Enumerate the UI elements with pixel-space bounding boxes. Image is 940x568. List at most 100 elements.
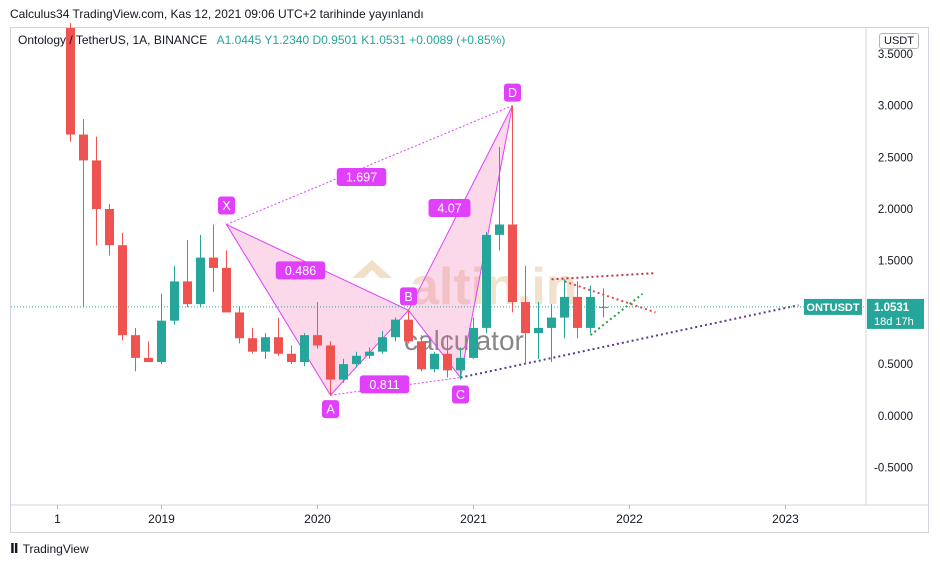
candle-2019-06[interactable] [222,250,231,313]
candle-2020-03[interactable] [339,358,348,383]
candle-2019-09[interactable] [261,333,270,359]
candle-2018-12[interactable] [144,341,153,363]
candle-2019-02[interactable] [170,265,179,325]
y-tick-label: 0.5000 [878,359,913,371]
candle-body [482,234,491,328]
candles [66,22,608,396]
footer[interactable]: Ⅱ TradingView [10,541,89,557]
candle-body [508,224,517,303]
pattern-ratio-4.07-text: 4.07 [437,201,461,215]
candle-2018-07[interactable] [79,119,88,308]
candle-2020-12[interactable] [456,347,465,380]
chart-frame [10,27,929,533]
candle-2021-02[interactable] [482,231,491,334]
candle-2018-08[interactable] [92,136,101,246]
candle-2019-07[interactable] [235,306,244,344]
y-tick-label: 2.0000 [878,204,913,216]
candle-2020-08[interactable] [404,310,413,344]
price-axis: 3.50003.00002.50002.00001.50001.00000.50… [874,49,913,475]
symbol-tag-text: ONTUSDT [806,302,859,314]
candle-body [222,267,231,313]
pattern-ratio-0.811[interactable]: 0.811 [359,375,410,394]
pattern-point-B[interactable]: B [400,287,417,306]
candle-body [157,320,166,363]
pattern-point-A-text: A [326,403,335,417]
footer-brand: TradingView [22,542,89,556]
candle-body [274,337,283,354]
candle-2019-12[interactable] [300,333,309,367]
candle-body [66,28,75,135]
candle-body [404,319,413,342]
candle-2018-11[interactable] [131,327,140,372]
candle-2020-02[interactable] [326,341,335,396]
price-tag-box [867,298,924,329]
candle-2020-01[interactable] [313,302,322,349]
symbol-price-tag[interactable]: ONTUSDT [804,298,862,315]
candle-body [378,337,387,352]
pattern-ratio-0.486[interactable]: 0.486 [275,261,326,280]
candle-2021-09[interactable] [573,281,582,339]
candle-2020-07[interactable] [391,317,400,342]
candle-2018-10[interactable] [118,232,127,341]
candle-body [469,327,478,358]
candle-2020-04[interactable] [352,351,361,368]
candle-body [456,357,465,371]
candle-2019-10[interactable] [274,317,283,356]
pattern-ratio-4.07[interactable]: 4.07 [428,198,471,217]
candle-2021-04[interactable] [508,105,517,313]
candle-2021-11[interactable] [599,288,608,318]
y-tick-label: 3.5000 [878,49,913,61]
pattern-point-C[interactable]: C [452,385,469,404]
trendlines [11,272,866,379]
time-axis: 1 2019 2020 2021 2022 2023 [54,505,799,526]
pattern-point-X-box [218,196,235,215]
price-tag-countdown: 18d 17h [874,316,914,328]
pattern-point-D[interactable]: D [504,83,521,102]
candle-body [326,345,335,380]
candle-2019-08[interactable] [248,327,257,354]
pattern-point-X[interactable]: X [218,196,235,215]
harmonic-pattern-labels: X A B C D 1.697 0.486 0.811 4.07 [218,83,521,419]
candle-2020-11[interactable] [443,335,452,378]
candle-2021-05[interactable] [521,265,530,365]
candle-2020-10[interactable] [430,351,439,373]
candle-2019-03[interactable] [183,240,192,308]
candle-2021-08[interactable] [560,279,569,339]
candle-body [118,245,127,336]
candle-2020-09[interactable] [417,335,426,372]
candle-2019-04[interactable] [196,234,205,308]
currency-button[interactable]: USDT [879,33,919,49]
candle-body [300,335,309,363]
candle-body [313,335,322,346]
candle-2018-06[interactable] [66,22,75,142]
candle-2019-11[interactable] [287,345,296,365]
candle-2021-07[interactable] [547,304,556,363]
candle-2020-05[interactable] [365,347,374,359]
pattern-point-C-text: C [456,388,465,402]
candle-2021-03[interactable] [495,146,504,251]
up-projection-line [589,293,644,336]
candle-2020-06[interactable] [378,331,387,354]
pattern-ratio-1.697[interactable]: 1.697 [336,168,387,187]
candle-body [495,224,504,235]
candle-2019-05[interactable] [209,224,218,292]
symbol-tag-box [804,298,862,315]
candle-2018-09[interactable] [105,203,114,256]
candle-2019-01[interactable] [157,293,166,365]
candle-body [79,134,88,161]
pattern-point-A[interactable]: A [322,400,339,419]
symbol-legend: Ontology / TetherUS, 1A, BINANCE A1.0445… [18,33,505,47]
candle-body [105,209,114,246]
pattern-ratio-1.697-box [336,168,387,187]
candle-body [235,312,244,339]
candle-2021-10[interactable] [586,285,595,334]
publish-header: Calculus34 TradingView.com, Kas 12, 2021… [10,7,424,21]
y-tick-label: -0.5000 [874,463,913,475]
pattern-point-X-text: X [222,199,231,213]
candle-body [430,353,439,370]
candle-body [261,337,270,352]
candle-2021-01[interactable] [469,317,478,359]
candle-2021-06[interactable] [534,302,543,359]
x-tick-label: 1 [54,512,61,526]
